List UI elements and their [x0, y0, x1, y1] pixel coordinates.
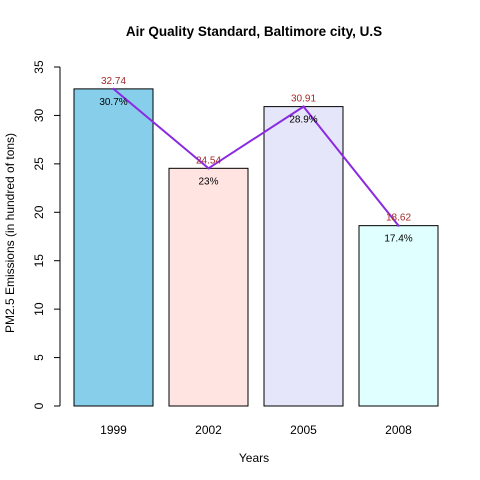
bar-2005 — [263, 106, 344, 407]
y-tick-label: 0 — [32, 402, 46, 409]
percent-label-2002: 23% — [198, 176, 218, 187]
percent-label-2005: 28.9% — [289, 115, 317, 126]
y-tick-label: 25 — [32, 157, 46, 171]
chart-title: Air Quality Standard, Baltimore city, U.… — [126, 24, 382, 39]
x-tick-label-2005: 2005 — [290, 423, 317, 437]
y-tick-label: 10 — [32, 302, 46, 316]
percent-label-1999: 30.7% — [99, 97, 127, 108]
value-label-2005: 30.91 — [291, 94, 316, 105]
value-label-2008: 18.62 — [386, 213, 411, 224]
y-axis-label: PM2.5 Emissions (in hundred of tons) — [3, 133, 17, 333]
y-axis: 0 5 10 15 20 25 30 35 — [32, 60, 61, 409]
x-axis-label: Years — [239, 451, 269, 465]
bar-1999 — [73, 88, 154, 407]
trend-line — [112, 88, 400, 227]
value-label-2002: 24.54 — [196, 155, 221, 166]
trend-point-1999 — [112, 87, 115, 91]
trend-point-2005 — [302, 105, 305, 108]
data-labels-group: 32.74 30.7% 24.54 23% 30.91 28.9% 18.62 17.4% — [99, 76, 412, 245]
x-tick-label-2002: 2002 — [195, 423, 222, 437]
y-tick-label: 15 — [32, 254, 46, 268]
x-tick-label-1999: 1999 — [100, 423, 127, 437]
percent-label-2008: 17.4% — [384, 234, 412, 245]
trend-line-group — [112, 87, 400, 227]
y-tick-label: 5 — [32, 354, 46, 361]
trend-point-2002 — [207, 167, 210, 170]
bars-group — [73, 88, 439, 407]
bar-2008 — [358, 225, 439, 407]
x-tick-labels: 1999 2002 2005 2008 — [100, 423, 412, 437]
value-label-1999: 32.74 — [101, 76, 126, 87]
bar-2002 — [168, 167, 249, 407]
y-tick-label: 20 — [32, 205, 46, 219]
trend-point-2008 — [397, 224, 400, 227]
x-tick-label-2008: 2008 — [385, 423, 412, 437]
y-tick-label: 30 — [32, 108, 46, 122]
y-tick-label: 35 — [32, 60, 46, 74]
